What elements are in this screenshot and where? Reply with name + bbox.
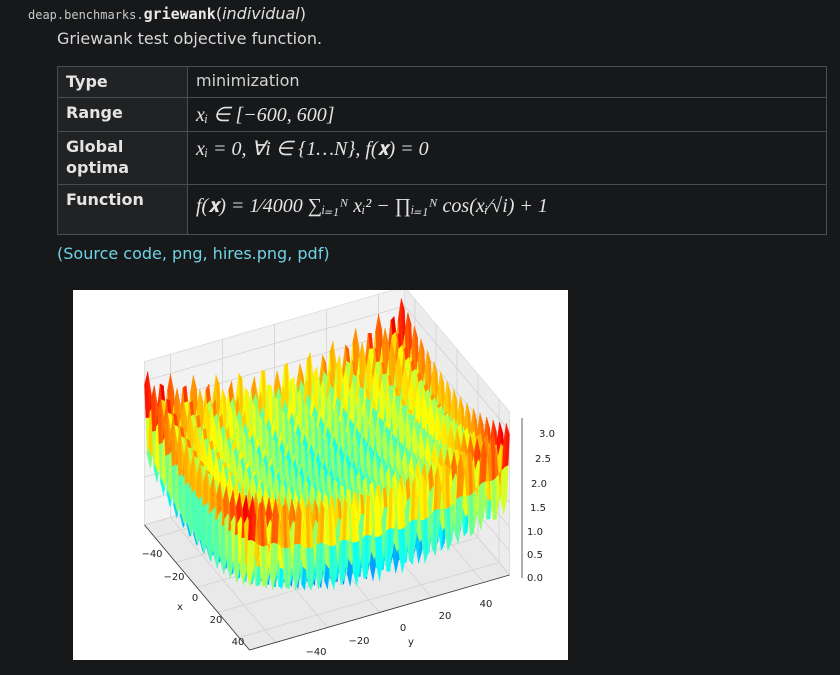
- signature: deap.benchmarks.griewank(individual): [28, 4, 306, 23]
- pane-grid: [404, 305, 510, 432]
- separator: ,: [161, 244, 173, 263]
- pane-grid: [144, 305, 405, 382]
- link[interactable]: Source code: [63, 244, 162, 263]
- link[interactable]: png: [172, 244, 203, 263]
- paren: (: [57, 244, 64, 263]
- row-value: minimization: [187, 66, 827, 98]
- separator: ,: [202, 244, 213, 263]
- paren: ): [323, 244, 330, 263]
- info-table: Type minimization Range xᵢ ∈ [−600, 600] G…: [57, 66, 827, 235]
- link[interactable]: hires.png: [212, 244, 288, 263]
- row-header: Range: [57, 97, 188, 132]
- links: (Source code, png, hires.png, pdf): [57, 244, 330, 263]
- pane-grid: [144, 329, 405, 406]
- paren: ): [299, 4, 306, 23]
- row-header: Function: [57, 184, 188, 235]
- pane-grid: [238, 562, 500, 638]
- surface: [144, 298, 510, 591]
- module: deap.benchmarks.: [28, 8, 144, 22]
- function-name: griewank: [143, 5, 216, 23]
- separator: ,: [287, 244, 298, 263]
- row-value: xᵢ ∈ [−600, 600]: [187, 97, 827, 132]
- paren: (: [215, 4, 223, 23]
- args: (individual): [216, 4, 306, 23]
- row-value: f(𝐱) = 1⁄4000 ∑ᵢ₌₁ᴺ xᵢ² − ∏ᵢ₌₁ᴺ cos(xᵢ⁄√…: [187, 184, 827, 235]
- row-value: xᵢ = 0, ∀i ∈ {1…N}, f(𝐱) = 0: [187, 131, 827, 185]
- link[interactable]: pdf: [297, 244, 324, 263]
- arg: individual: [222, 4, 300, 23]
- row-header: Global optima: [57, 131, 188, 185]
- description: Griewank test objective function.: [57, 29, 323, 48]
- surface-plot: −40−2002040−40−20020400.00.51.01.52.02.5…: [73, 290, 568, 660]
- row-header: Type: [57, 66, 188, 98]
